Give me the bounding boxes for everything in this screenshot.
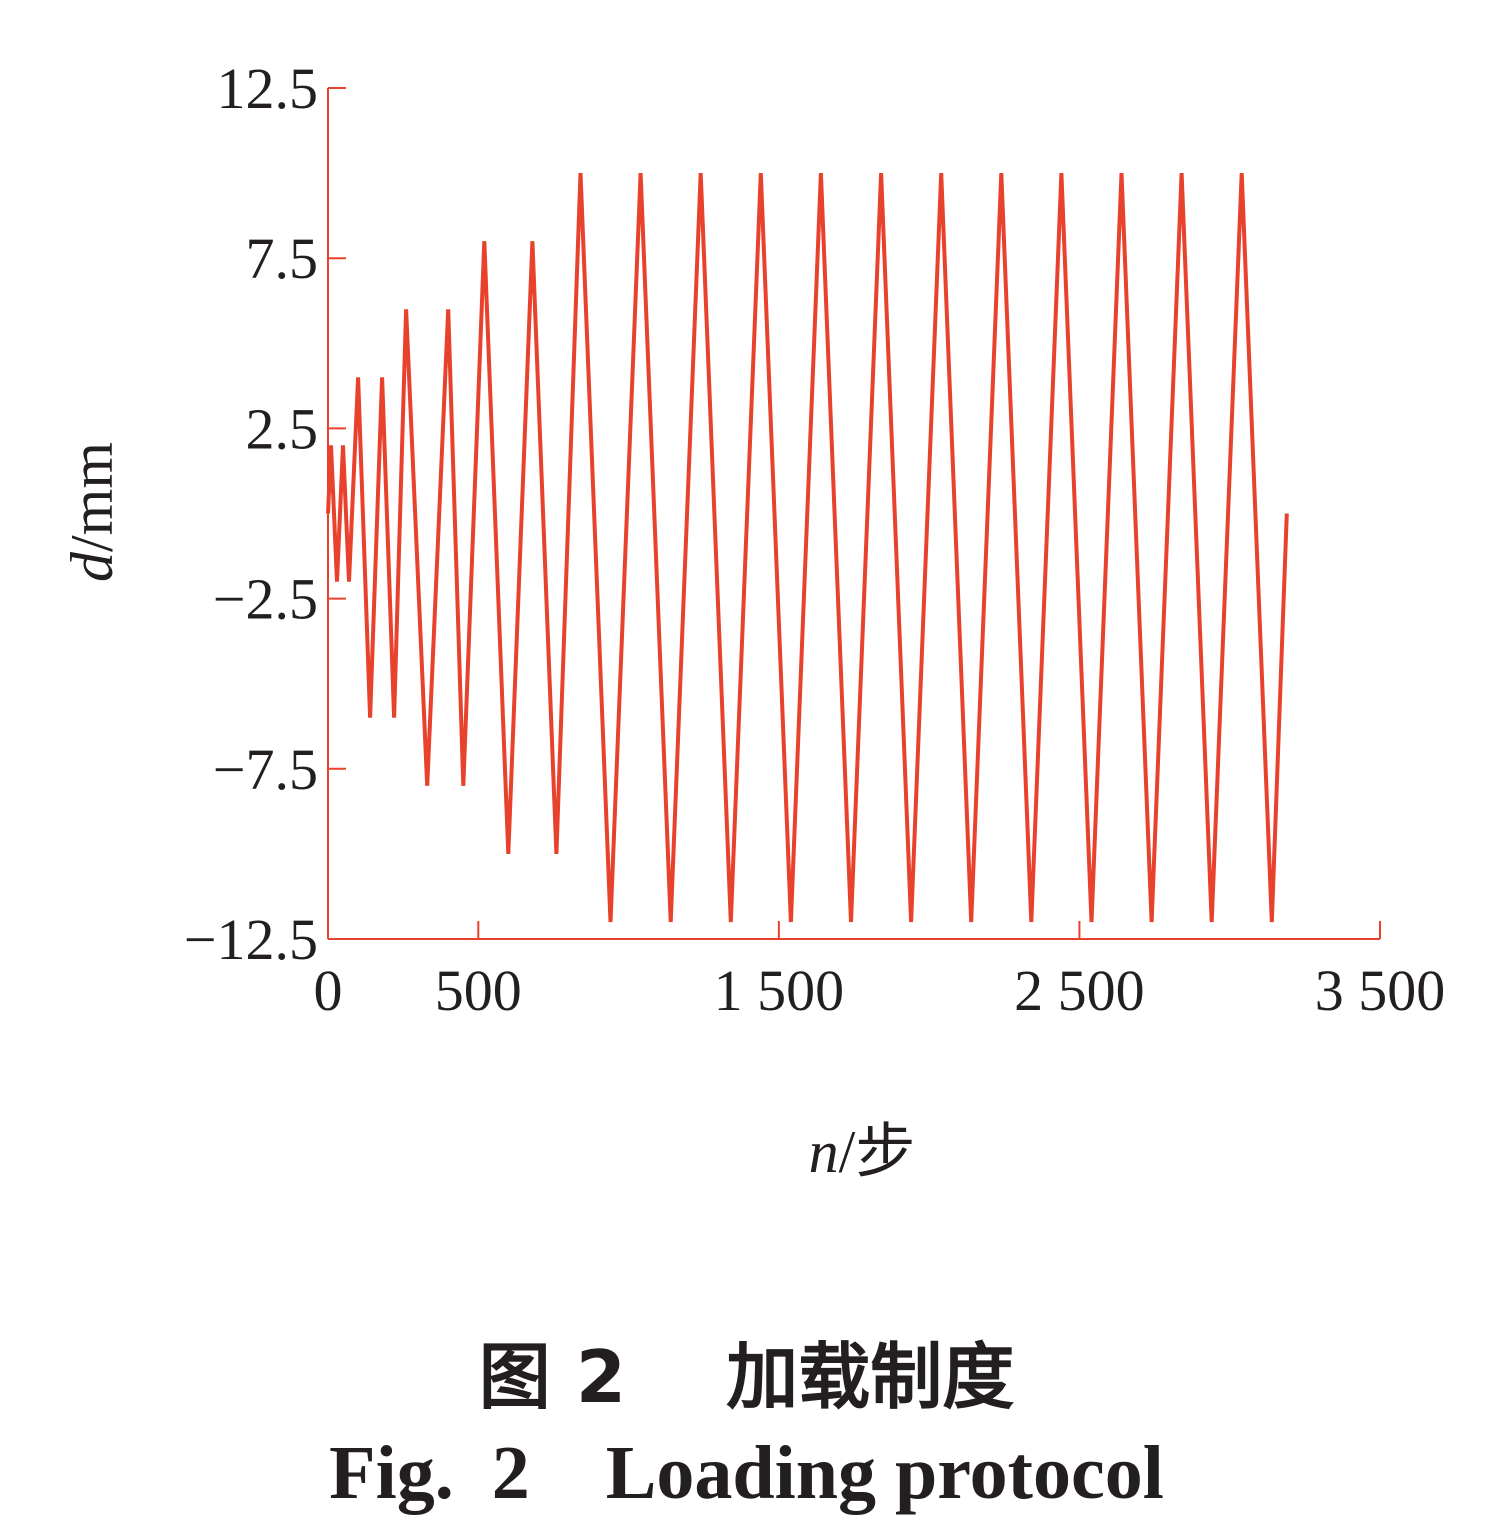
x-axis-var: n [809,1119,839,1185]
y-tick-label: 12.5 [217,56,319,121]
y-tick-label: 2.5 [246,396,319,461]
x-tick-label: 0 [314,958,343,1023]
y-tick-label: −2.5 [213,567,318,632]
figure-caption-chinese: 图 2 加载制度 [478,1335,1015,1419]
displacement-series-line [326,173,1289,923]
x-tick-label: 2 500 [1014,958,1145,1023]
x-axis-label: n/步 [809,1119,916,1185]
chart-axis-labels: d/mm n/步 [59,442,915,1185]
y-axis-var: d [59,551,125,582]
y-tick-label: −12.5 [184,907,318,972]
x-tick-label: 1 500 [714,958,845,1023]
chart-ticks: 12.5 7.5 2.5 −2.5 −7.5 −12.50 500 1 500 2 500 3 5… [184,56,1445,1023]
x-tick-label: 3 500 [1315,958,1446,1023]
y-tick-label: 7.5 [246,226,319,291]
x-axis-unit: /步 [839,1119,916,1185]
y-axis-unit: /mm [59,442,125,552]
y-axis-label: d/mm [59,442,125,582]
chart-series [326,173,1289,923]
figure-caption-english: Fig. 2 Loading protocol [329,1431,1164,1515]
y-tick-label: −7.5 [213,737,318,802]
x-tick-label: 500 [435,958,522,1023]
